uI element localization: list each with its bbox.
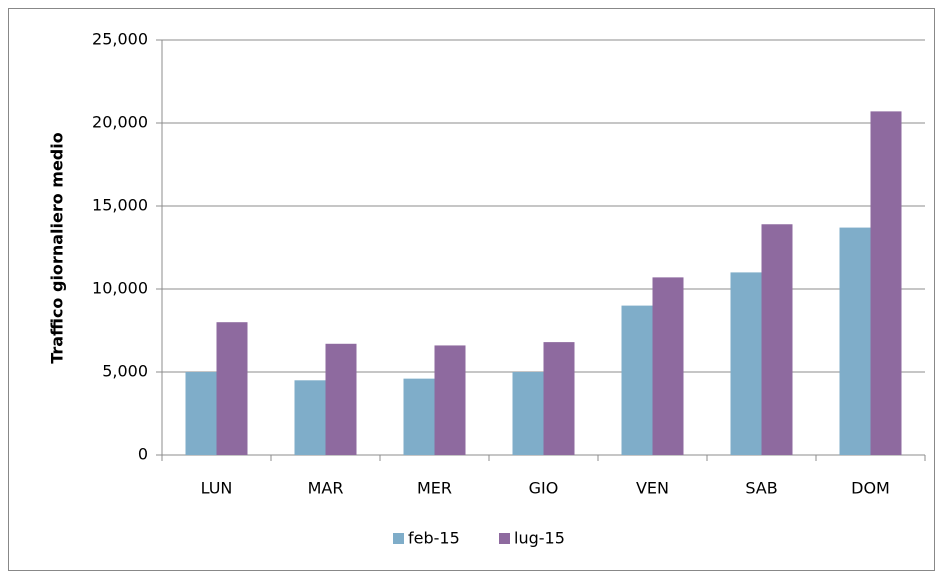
x-tick-label: MER	[417, 479, 452, 498]
legend-swatch	[499, 533, 510, 544]
bar	[216, 322, 248, 455]
x-tick-label: MAR	[308, 479, 344, 498]
bar	[839, 227, 871, 455]
x-tick-label: DOM	[851, 479, 890, 498]
legend-label: lug-15	[514, 529, 565, 548]
bar	[325, 343, 357, 455]
y-axis-label: Traffico giornaliero medio	[48, 132, 67, 363]
bar	[185, 372, 217, 455]
y-tick-label: 5,000	[102, 362, 148, 381]
bar	[870, 111, 902, 455]
bar	[403, 378, 435, 455]
bar	[543, 342, 575, 455]
bar	[761, 224, 793, 455]
bar	[294, 380, 326, 455]
bar	[512, 372, 544, 455]
bar	[652, 277, 684, 455]
y-tick-label: 20,000	[92, 113, 148, 132]
bar	[434, 345, 466, 455]
y-tick-label: 0	[138, 445, 148, 464]
y-tick-label: 15,000	[92, 196, 148, 215]
x-tick-label: LUN	[201, 479, 233, 498]
legend-swatch	[393, 533, 404, 544]
y-tick-label: 10,000	[92, 279, 148, 298]
bar	[621, 305, 653, 455]
x-tick-label: SAB	[745, 479, 777, 498]
bar	[730, 272, 762, 455]
x-tick-label: VEN	[636, 479, 669, 498]
x-tick-label: GIO	[529, 479, 559, 498]
legend-label: feb-15	[408, 529, 460, 548]
y-tick-label: 25,000	[92, 30, 148, 49]
